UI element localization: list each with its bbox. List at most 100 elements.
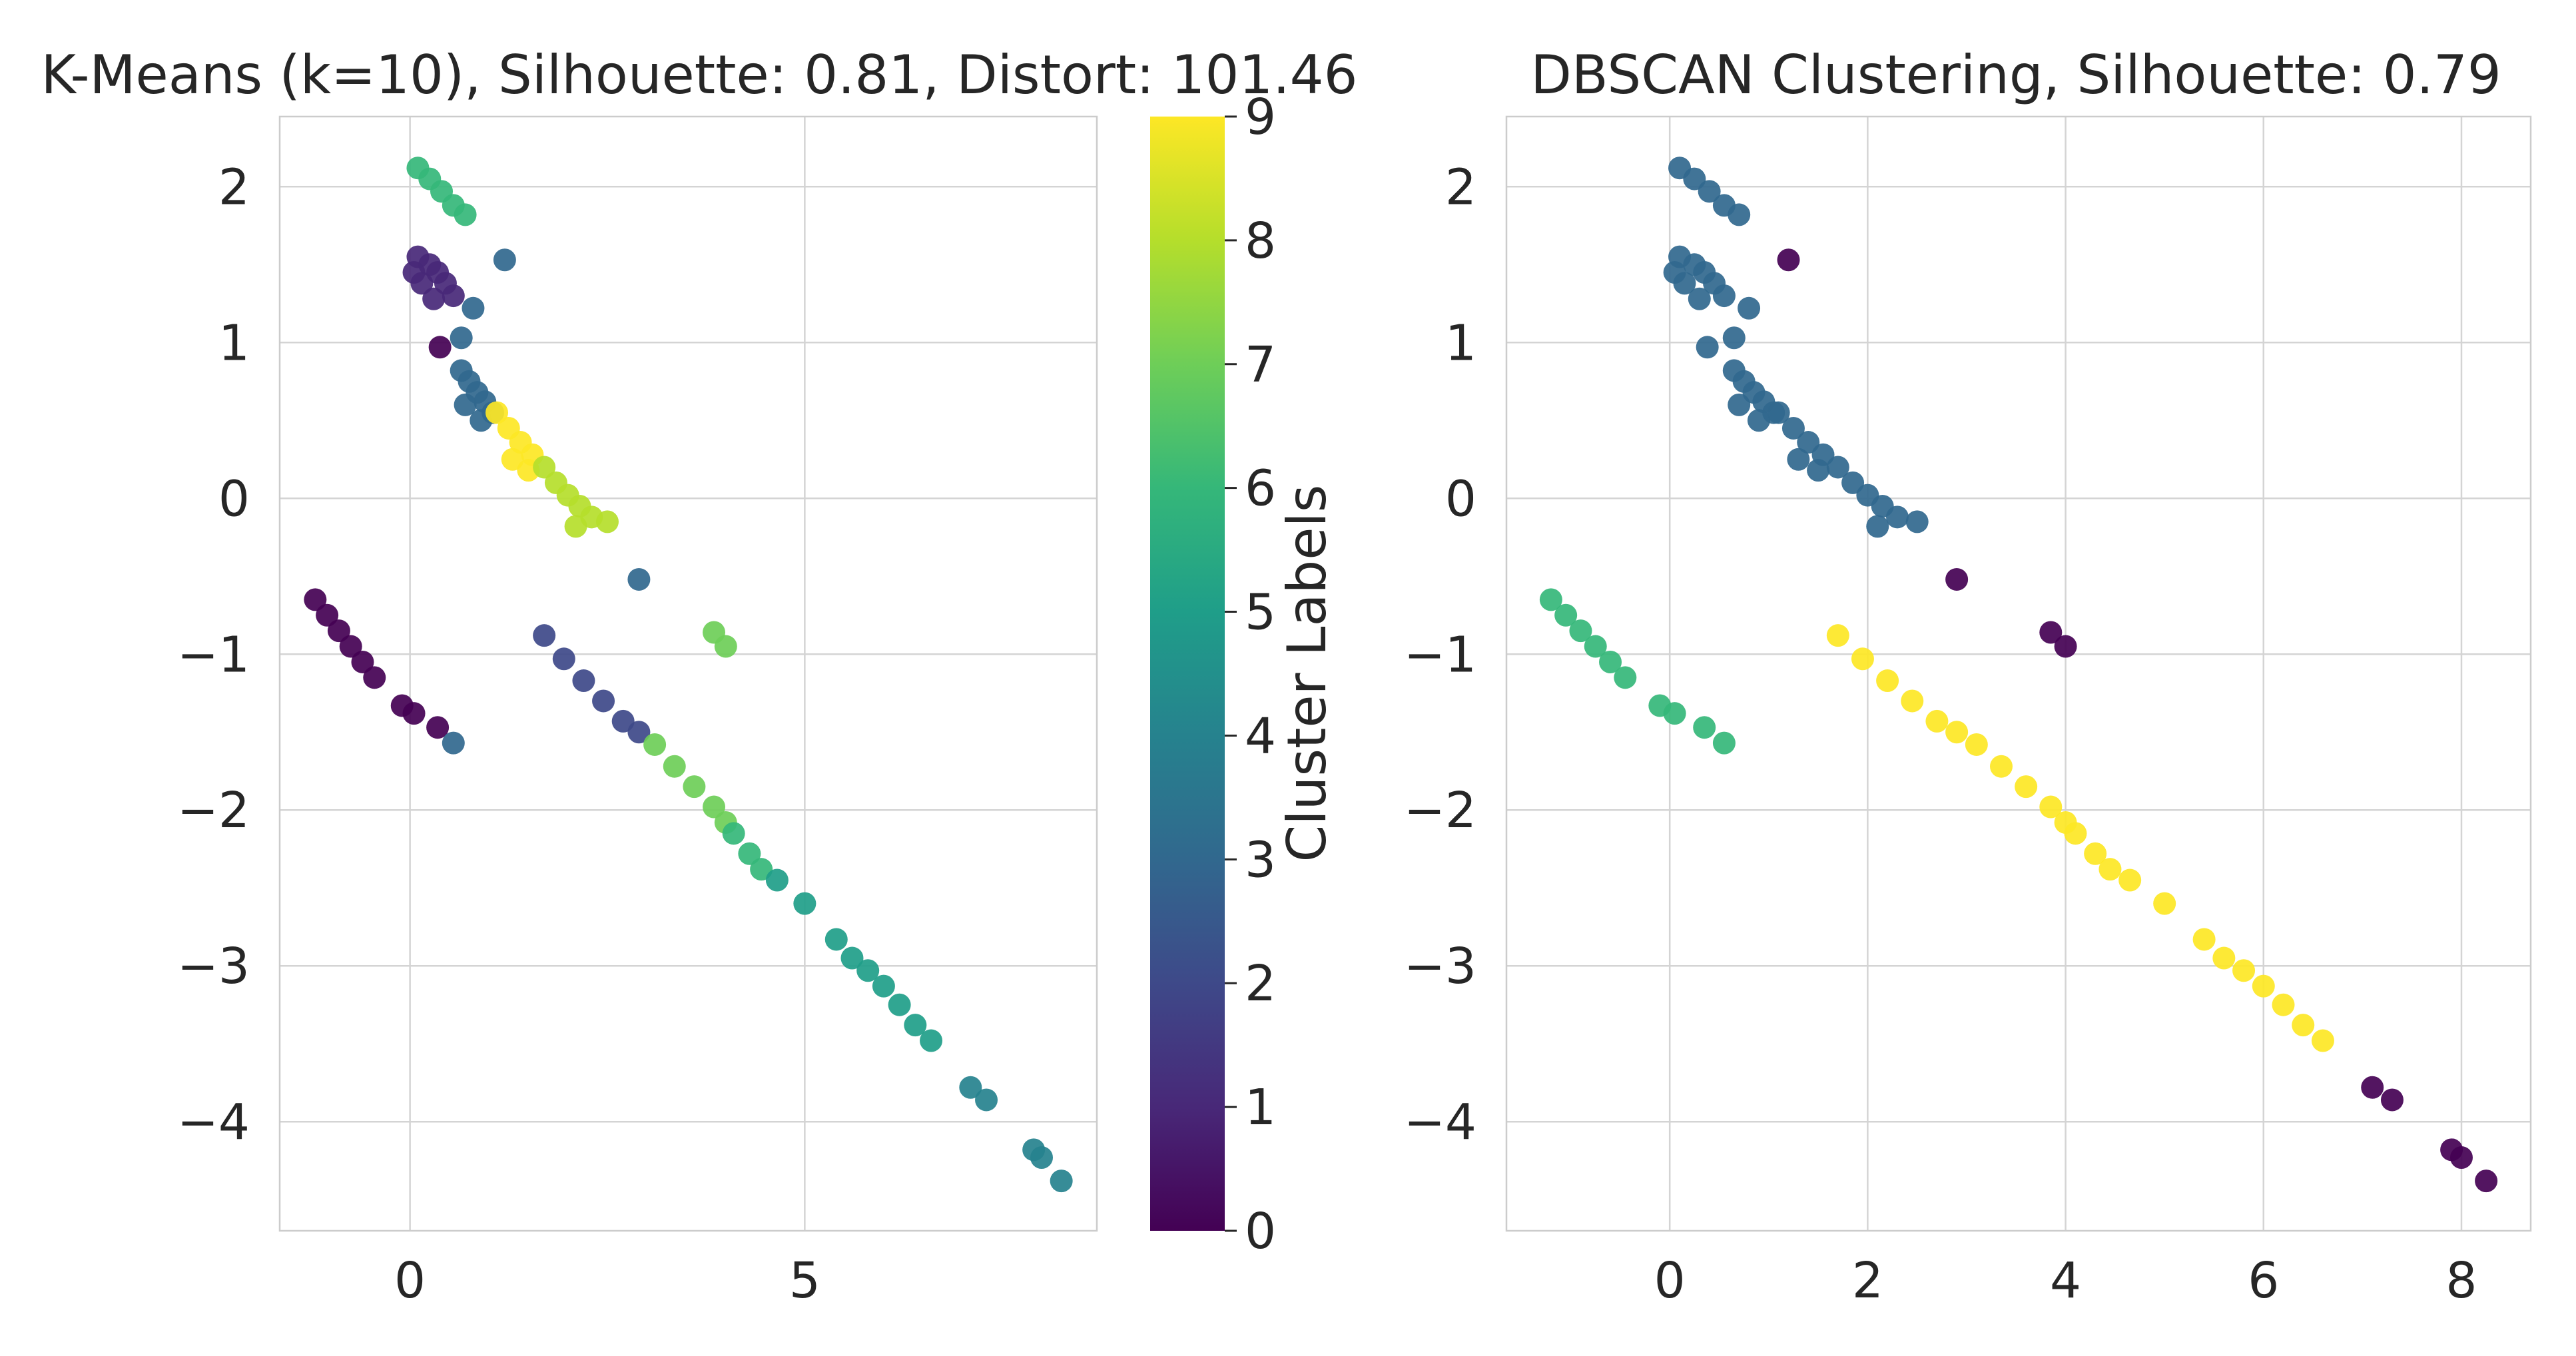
data-point (1738, 296, 1761, 320)
data-point (1851, 647, 1874, 671)
data-point (824, 928, 848, 951)
data-point (643, 733, 667, 756)
data-point (1945, 721, 1969, 744)
data-point (572, 669, 595, 693)
data-point (738, 842, 761, 865)
data-point (703, 795, 726, 819)
data-point (1569, 619, 1592, 643)
data-point (363, 666, 386, 689)
data-point (402, 702, 426, 725)
data-point (793, 892, 816, 915)
data-point (959, 1076, 982, 1099)
data-point (904, 1014, 927, 1037)
data-point (592, 689, 615, 713)
data-point (1584, 635, 1607, 658)
x-tick-label: 4 (2050, 1252, 2081, 1309)
data-point (501, 448, 524, 471)
data-point (1876, 669, 1899, 693)
data-point (1673, 272, 1696, 295)
data-point (450, 326, 473, 350)
data-point (888, 993, 911, 1016)
y-tick-label: 2 (1445, 159, 1476, 216)
dbscan-axes-frame (1505, 115, 2532, 1232)
data-point (2311, 1029, 2334, 1052)
data-point (683, 775, 706, 799)
data-point (2039, 795, 2063, 819)
data-point (2084, 842, 2107, 865)
kmeans-panel: K-Means (k=10), Silhouette: 0.81, Distor… (41, 44, 1358, 1309)
data-point (2475, 1170, 2498, 1193)
data-point (1781, 416, 1805, 440)
data-point (1696, 336, 1719, 359)
y-tick-label: −3 (1404, 938, 1476, 995)
dbscan-panel: DBSCAN Clustering, Silhouette: 0.79 2 1 0 −… (1404, 44, 2532, 1309)
data-point (2449, 1146, 2473, 1170)
kmeans-points (304, 157, 1073, 1193)
data-point (1787, 448, 1810, 471)
data-point (1614, 666, 1637, 689)
data-point (304, 588, 327, 611)
y-tick-label: −4 (177, 1094, 250, 1151)
y-tick-label: 1 (218, 314, 250, 372)
data-point (627, 567, 651, 591)
x-tick-label: 6 (2248, 1252, 2279, 1309)
data-point (1925, 709, 1949, 733)
data-point (454, 393, 477, 416)
data-point (1826, 456, 1849, 479)
data-point (2192, 928, 2216, 951)
colorbar-ticks: 0 1 2 3 4 5 6 7 8 9 (1225, 89, 1276, 1260)
data-point (595, 510, 619, 533)
data-point (627, 721, 651, 744)
data-point (2064, 822, 2087, 845)
data-point (1807, 459, 1830, 482)
data-point (426, 716, 450, 739)
data-point (1905, 510, 1929, 533)
data-point (2292, 1014, 2315, 1037)
data-point (1777, 248, 1800, 272)
x-tick-label: 0 (394, 1252, 426, 1309)
y-tick-label: −1 (1404, 626, 1476, 683)
data-point (316, 603, 339, 627)
colorbar-tick-label: 7 (1245, 336, 1276, 394)
data-point (856, 959, 880, 982)
data-point (485, 401, 509, 424)
data-point (1728, 203, 1751, 226)
data-point (1989, 755, 2013, 778)
kmeans-axes-frame (278, 115, 1098, 1232)
data-point (2098, 858, 2122, 881)
data-point (1683, 167, 1706, 190)
data-point (462, 296, 485, 320)
kmeans-y-ticks: 2 1 0 −1 −2 −3 −4 (177, 159, 250, 1151)
y-tick-label: 2 (218, 159, 250, 216)
data-point (663, 755, 686, 778)
data-point (2054, 635, 2077, 658)
data-point (872, 974, 895, 998)
data-point (1901, 689, 1924, 713)
data-point (422, 287, 446, 310)
data-point (1712, 284, 1736, 308)
data-point (454, 203, 477, 226)
data-point (1965, 733, 1988, 756)
data-point (533, 456, 556, 479)
data-point (2232, 959, 2256, 982)
data-point (765, 868, 789, 892)
colorbar-tick-label: 4 (1245, 707, 1276, 765)
data-point (1797, 431, 1820, 454)
data-point (442, 731, 465, 755)
data-point (2252, 974, 2275, 998)
data-point (714, 635, 737, 658)
x-tick-label: 8 (2445, 1252, 2477, 1309)
colorbar-tick-label: 1 (1245, 1079, 1276, 1136)
colorbar-tick-label: 8 (1245, 212, 1276, 270)
data-point (428, 336, 452, 359)
kmeans-grid (280, 117, 1097, 1231)
colorbar-tick-label: 3 (1245, 831, 1276, 888)
data-point (2118, 868, 2142, 892)
y-tick-label: 0 (1445, 470, 1476, 527)
data-point (2015, 775, 2038, 799)
data-point (722, 822, 745, 845)
data-point (1698, 180, 1721, 203)
data-point (975, 1088, 998, 1112)
dbscan-points (1539, 157, 2498, 1193)
